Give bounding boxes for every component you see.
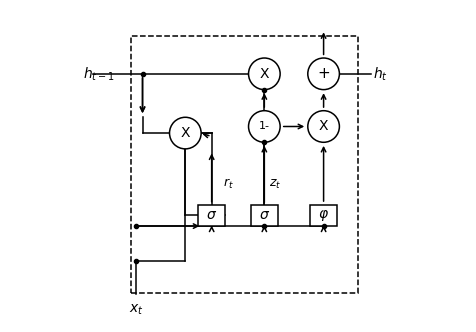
Text: $h_t$: $h_t$ <box>373 65 388 83</box>
Text: +: + <box>317 66 330 81</box>
FancyBboxPatch shape <box>198 205 225 226</box>
Text: $\sigma$: $\sigma$ <box>206 208 217 222</box>
Circle shape <box>308 58 339 90</box>
Text: $z_t$: $z_t$ <box>269 178 282 191</box>
Text: X: X <box>319 120 328 133</box>
Circle shape <box>248 111 280 142</box>
Text: $\sigma$: $\sigma$ <box>259 208 270 222</box>
Text: $h_{t-1}$: $h_{t-1}$ <box>83 65 115 83</box>
Circle shape <box>248 58 280 90</box>
Circle shape <box>169 117 201 149</box>
Text: 1-: 1- <box>259 122 270 131</box>
Text: $r_t$: $r_t$ <box>223 177 234 191</box>
FancyBboxPatch shape <box>310 205 337 226</box>
Text: $x_t$: $x_t$ <box>129 303 143 317</box>
Text: $\varphi$: $\varphi$ <box>318 208 329 223</box>
FancyBboxPatch shape <box>251 205 278 226</box>
Circle shape <box>308 111 339 142</box>
Text: X: X <box>259 67 269 81</box>
Text: X: X <box>180 126 190 140</box>
